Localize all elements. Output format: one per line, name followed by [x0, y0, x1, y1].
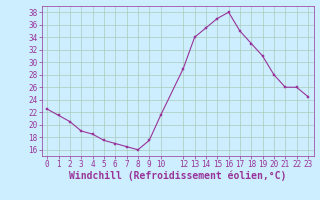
X-axis label: Windchill (Refroidissement éolien,°C): Windchill (Refroidissement éolien,°C)	[69, 171, 286, 181]
